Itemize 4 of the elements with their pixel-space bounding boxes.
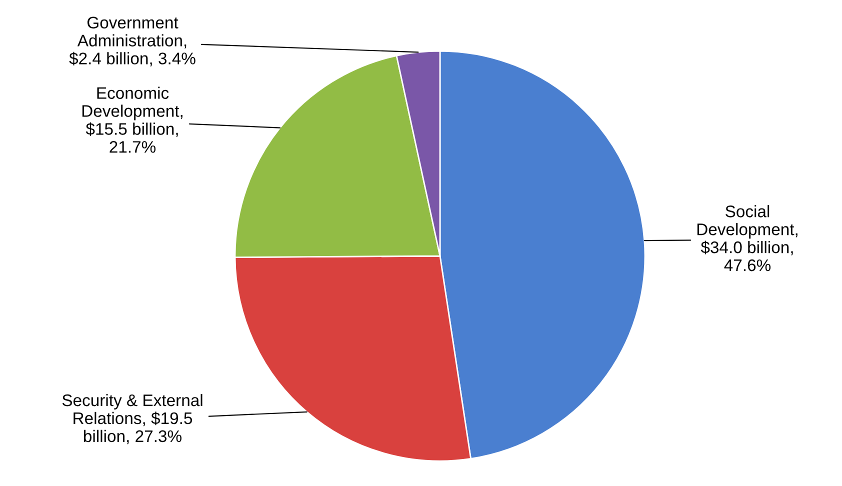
slice-label: Social Development, $34.0 billion, 47.6% <box>697 205 798 272</box>
slice-label: Government Administration, $2.4 billion, 3.4% <box>69 16 196 66</box>
slice-label: Security & External Relations, $19.5 billion, 27.3% <box>62 394 202 444</box>
slice-label: Economic Development, $15.5 billion, 21.7% <box>82 86 182 153</box>
